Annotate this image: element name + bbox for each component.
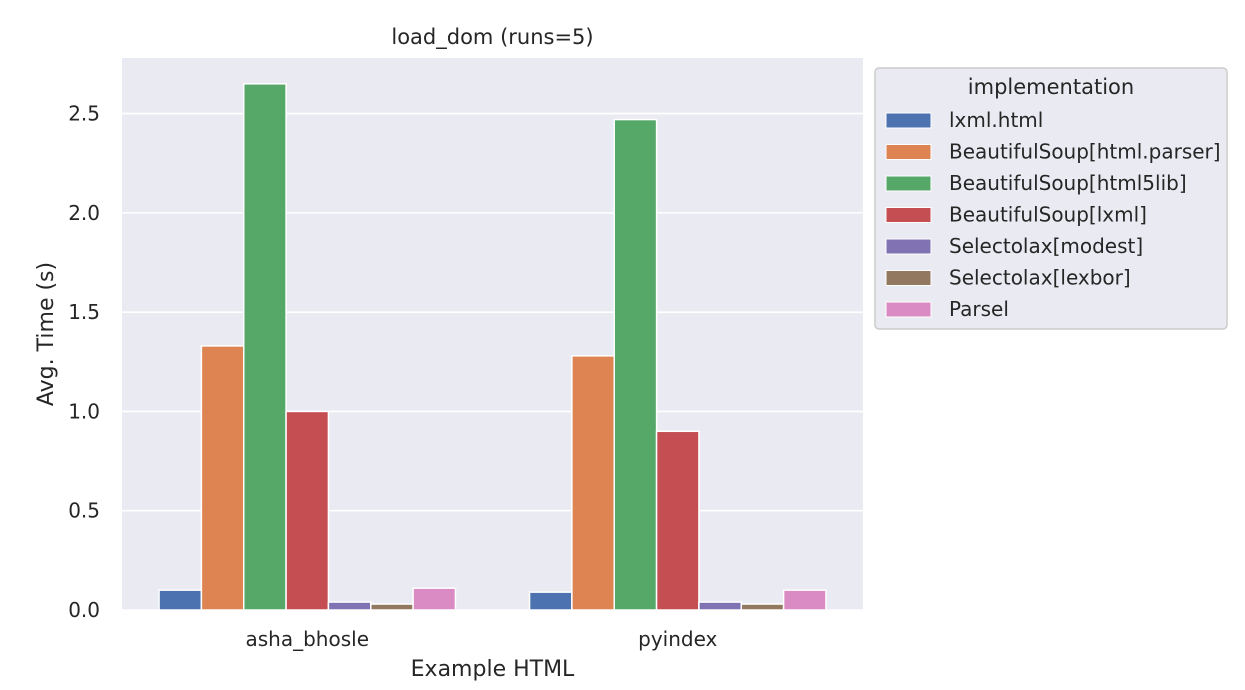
bar-0-0 [158,589,203,611]
bar-1-0 [528,591,573,611]
bar-0-6 [412,587,457,611]
legend-frame [874,67,1228,330]
bar-1-6 [782,589,827,611]
y-tick-label: 2.5 [68,102,100,126]
x-tick-label: asha_bhosle [246,627,370,651]
x-tick-labels: asha_bhosle pyindex [246,627,718,651]
y-tick-label: 1.5 [68,300,100,324]
bar-1-2 [613,118,658,611]
bar-0-4 [327,601,372,611]
x-axis-label: Example HTML [411,657,575,682]
legend-label: BeautifulSoup[html5lib] [949,171,1187,195]
legend-swatch [885,270,932,286]
legend-label: lxml.html [949,108,1043,132]
bar-0-3 [285,410,330,611]
bar-1-4 [698,601,743,611]
bar-0-5 [370,603,414,611]
y-axis-label: Avg. Time (s) [34,262,59,406]
legend-swatch [885,301,932,318]
bar-1-3 [655,430,700,611]
legend-swatch [885,144,932,160]
bar-1-5 [740,603,785,611]
y-tick-label: 1.0 [68,399,100,423]
legend: implementation lxml.html BeautifulSoup[ht… [874,67,1228,330]
bar-1-1 [571,355,615,611]
legend-label: BeautifulSoup[html.parser] [949,140,1221,164]
legend-label: Selectolax[modest] [949,234,1143,258]
y-tick-label: 2.0 [68,201,100,225]
legend-label: BeautifulSoup[lxml] [949,203,1147,227]
bar-0-1 [200,345,245,611]
bar-0-2 [242,83,287,611]
legend-title: implementation [968,75,1134,99]
legend-swatch [885,207,932,223]
legend-entries: lxml.html BeautifulSoup[html.parser] Beaut… [885,108,1221,321]
legend-swatch [885,238,932,255]
y-tick-label: 0.0 [68,598,100,622]
x-tick-label: pyindex [638,627,717,651]
chart-title: load_dom (runs=5) [391,25,593,50]
y-tick-labels: 0.0 0.5 1.0 1.5 2.0 2.5 [68,102,100,622]
legend-swatch [885,175,932,192]
y-tick-label: 0.5 [68,499,100,523]
legend-label: Parsel [949,297,1009,321]
bars [158,83,827,611]
legend-label: Selectolax[lexbor] [949,266,1131,290]
legend-swatch [885,112,932,129]
